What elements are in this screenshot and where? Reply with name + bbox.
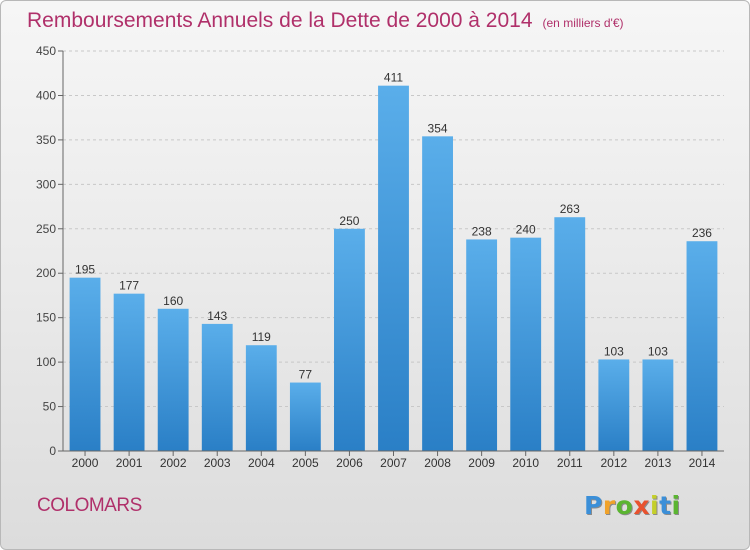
x-tick-label: 2012 xyxy=(600,456,627,470)
logo-letter: P xyxy=(584,491,603,520)
logo-letter: i xyxy=(650,491,660,520)
x-tick-label: 2013 xyxy=(645,456,672,470)
bar-2002 xyxy=(157,308,189,451)
chart-subtitle: (en milliers d'€) xyxy=(542,16,624,30)
bar-2004 xyxy=(245,345,277,451)
data-label: 103 xyxy=(604,344,624,358)
logo-letter: o xyxy=(615,491,634,520)
bar-2003 xyxy=(201,323,233,451)
y-tick-label: 50 xyxy=(43,400,57,414)
data-label: 411 xyxy=(384,71,403,85)
axes xyxy=(58,50,724,456)
x-tick-label: 2009 xyxy=(468,456,495,470)
data-label: 354 xyxy=(428,121,448,135)
y-tick-label: 300 xyxy=(36,177,56,191)
data-label: 240 xyxy=(516,223,536,237)
bar-2006 xyxy=(334,228,365,451)
data-label: 103 xyxy=(648,344,668,358)
data-label: 119 xyxy=(252,330,271,344)
chart-title: Remboursements Annuels de la Dette de 20… xyxy=(27,9,624,33)
x-tick-label: 2001 xyxy=(116,456,143,470)
bar-2005 xyxy=(289,382,321,451)
y-tick-label: 450 xyxy=(36,44,56,58)
bar-2008 xyxy=(422,136,453,452)
bar-2001 xyxy=(113,293,145,451)
data-label: 77 xyxy=(299,368,313,382)
logo-letter: t xyxy=(659,491,672,520)
data-label: 236 xyxy=(692,226,712,240)
x-tick-label: 2000 xyxy=(72,456,99,470)
bar-2007 xyxy=(378,85,409,452)
logo-letter: i xyxy=(671,491,681,520)
data-label: 177 xyxy=(119,279,139,293)
logo-letter: r xyxy=(602,491,616,520)
y-tick-label: 250 xyxy=(36,222,56,236)
data-label: 250 xyxy=(339,214,359,228)
y-tick-label: 0 xyxy=(49,444,56,458)
x-tick-label: 2007 xyxy=(380,456,407,470)
data-label: 143 xyxy=(207,309,227,323)
y-tick-label: 350 xyxy=(36,133,56,147)
y-tick-label: 100 xyxy=(36,355,56,369)
x-tick-label: 2006 xyxy=(336,456,363,470)
bar-2000 xyxy=(69,277,101,451)
proxiti-logo[interactable]: Proxiti xyxy=(584,491,681,520)
bar-2013 xyxy=(642,359,674,451)
place-name: COLOMARS xyxy=(37,495,142,516)
bar-2011 xyxy=(554,217,586,451)
data-label: 238 xyxy=(472,224,492,238)
bar-2009 xyxy=(466,239,498,451)
y-tick-label: 200 xyxy=(36,266,56,280)
y-tick-label: 400 xyxy=(36,88,56,102)
data-label: 263 xyxy=(560,202,580,216)
x-tick-label: 2002 xyxy=(160,456,187,470)
x-tick-label: 2008 xyxy=(424,456,451,470)
bar-2010 xyxy=(510,237,542,451)
bar-2012 xyxy=(598,359,630,451)
x-tick-label: 2014 xyxy=(689,456,716,470)
chart-title-text: Remboursements Annuels de la Dette de 20… xyxy=(27,9,533,32)
y-tick-label: 150 xyxy=(36,311,56,325)
data-label: 160 xyxy=(163,294,183,308)
bar-2014 xyxy=(686,241,718,451)
x-tick-label: 2003 xyxy=(204,456,231,470)
x-tick-label: 2011 xyxy=(557,456,583,470)
labels: 0 50 100 150 200 250 300 350 400 450 195 2000 177 200… xyxy=(36,44,716,470)
x-tick-label: 2005 xyxy=(292,456,319,470)
x-tick-label: 2010 xyxy=(512,456,539,470)
x-tick-label: 2004 xyxy=(248,456,275,470)
bars xyxy=(69,85,718,452)
data-label: 195 xyxy=(75,263,95,277)
logo-letter: x xyxy=(633,491,650,520)
